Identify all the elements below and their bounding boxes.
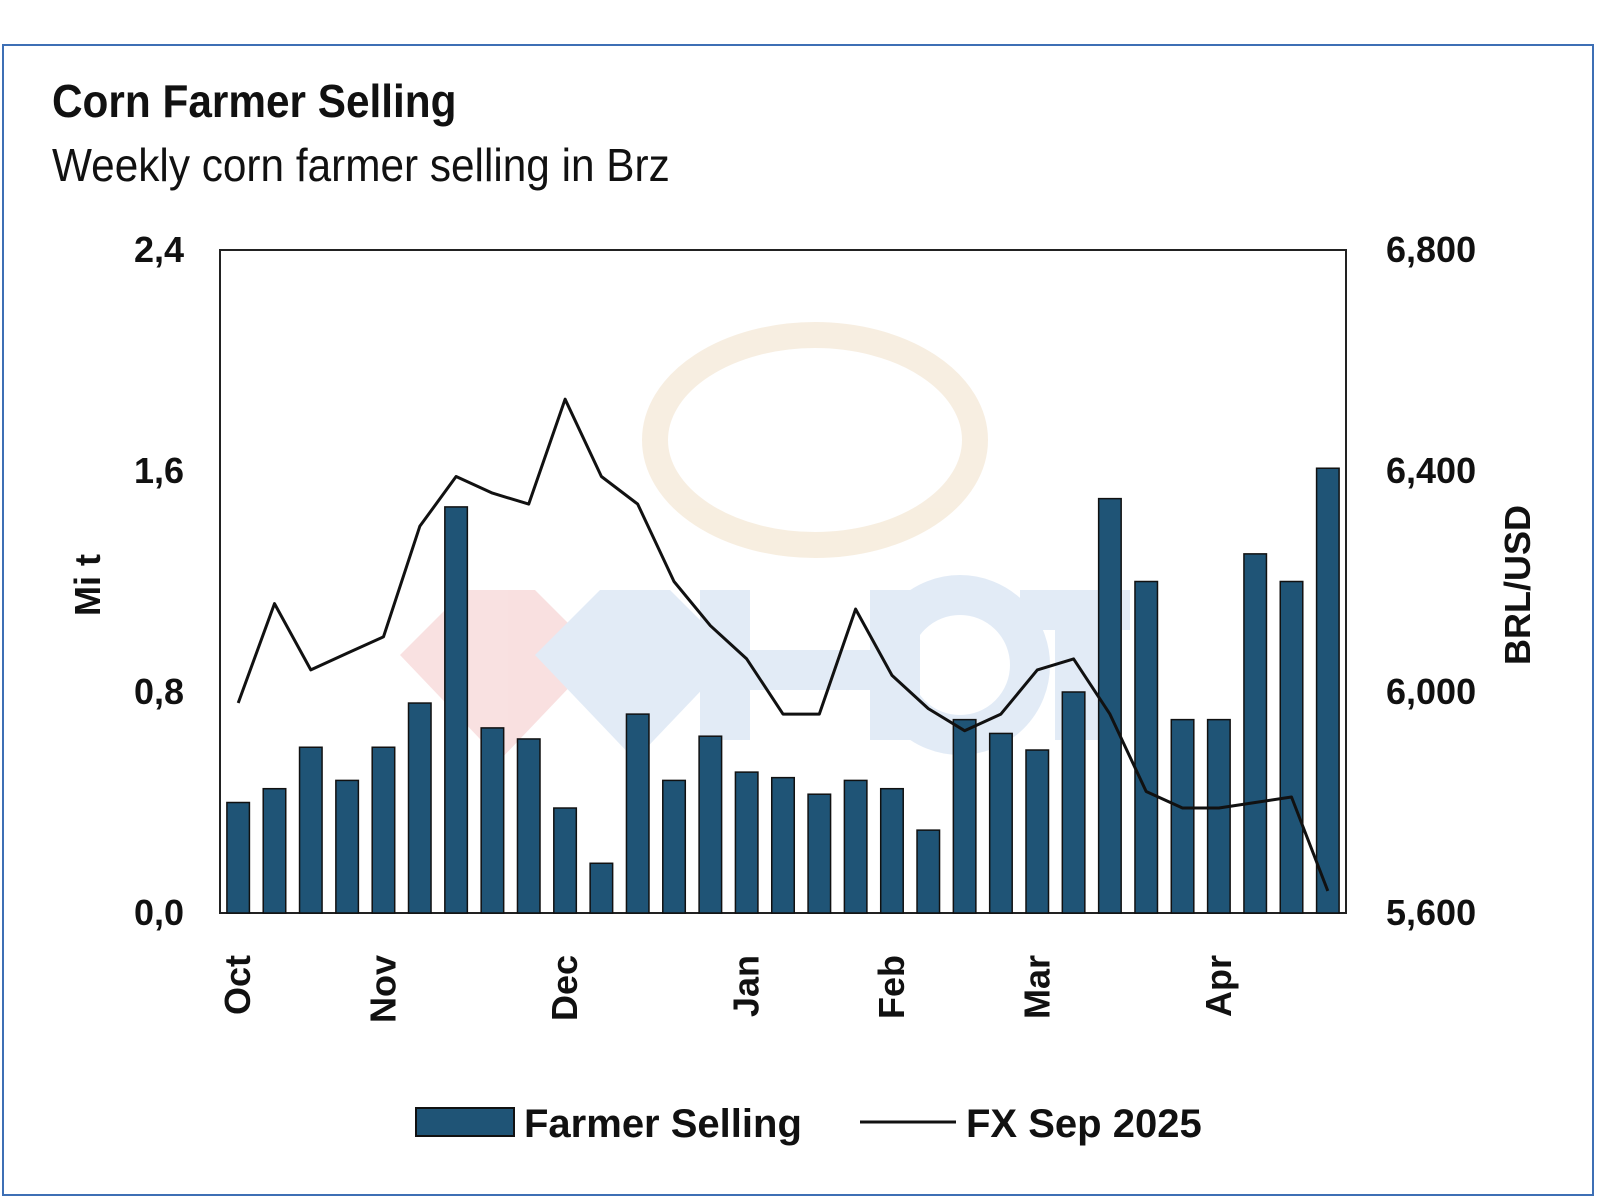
x-tick-label: Oct [217,955,258,1015]
bar-farmer-selling [770,776,796,914]
bar-farmer-selling [298,746,323,914]
bar-farmer-selling [1170,718,1195,914]
y-right-tick-label: 6,000 [1386,671,1476,712]
bar-farmer-selling [879,787,904,914]
x-tick-label: Feb [871,955,912,1019]
bar-farmer-selling [1061,691,1086,914]
y-axis-right-label: BRL/USD [1497,505,1538,665]
bar-farmer-selling [553,807,578,914]
bar-farmer-selling [407,702,432,914]
bar-farmer-selling [1243,553,1268,914]
bar-farmer-selling [843,779,868,914]
bar-farmer-selling [698,735,723,914]
legend-swatch-farmer-selling [415,1107,515,1137]
legend: Farmer Selling FX Sep 2025 [415,1102,1202,1146]
bar-farmer-selling [262,787,287,914]
y-left-tick-label: 2,4 [134,229,184,270]
bar-farmer-selling [1315,467,1340,914]
x-axis: Oct Nov Dec Jan Feb Mar Apr [217,955,1239,1023]
bar-farmer-selling [1206,718,1231,914]
y-axis-left: 0,0 0,8 1,6 2,4 [134,229,184,933]
y-left-tick-label: 0,0 [134,892,184,933]
bar-farmer-selling [1025,749,1050,914]
bar-farmer-selling [807,793,832,914]
bar-series [226,467,1340,914]
bar-farmer-selling [734,771,759,914]
bar-farmer-selling [226,801,251,914]
chart-title: Corn Farmer Selling [52,75,457,127]
y-left-tick-label: 1,6 [134,450,184,491]
fx-line [236,397,1330,892]
bar-farmer-selling [916,829,941,914]
bar-farmer-selling [1279,580,1304,914]
bar-farmer-selling [444,506,469,914]
bar-farmer-selling [1134,580,1159,914]
x-tick-label: Nov [363,955,404,1023]
bar-farmer-selling [335,779,360,914]
y-right-tick-label: 6,400 [1386,450,1476,491]
legend-label-fx: FX Sep 2025 [966,1102,1202,1146]
bar-farmer-selling [516,738,541,914]
x-tick-label: Jan [726,955,767,1017]
y-right-tick-label: 5,600 [1386,892,1476,933]
bar-farmer-selling [952,718,977,914]
bar-farmer-selling [589,862,614,914]
bar-farmer-selling [1097,497,1122,914]
y-right-tick-label: 6,800 [1386,229,1476,270]
bar-farmer-selling [625,713,650,914]
x-tick-label: Mar [1016,955,1057,1019]
y-axis-left-label: Mi t [67,554,108,616]
legend-label-farmer-selling: Farmer Selling [524,1102,802,1146]
bar-farmer-selling [371,746,396,914]
chart-subtitle: Weekly corn farmer selling in Brz [52,139,670,191]
y-axis-right: 5,600 6,000 6,400 6,800 [1386,229,1476,933]
x-tick-label: Dec [544,955,585,1021]
bar-farmer-selling [480,727,505,914]
y-left-tick-label: 0,8 [134,671,184,712]
x-tick-label: Apr [1198,955,1239,1017]
bar-farmer-selling [988,732,1013,914]
watermark-logo [400,322,1130,760]
bar-farmer-selling [662,779,687,914]
